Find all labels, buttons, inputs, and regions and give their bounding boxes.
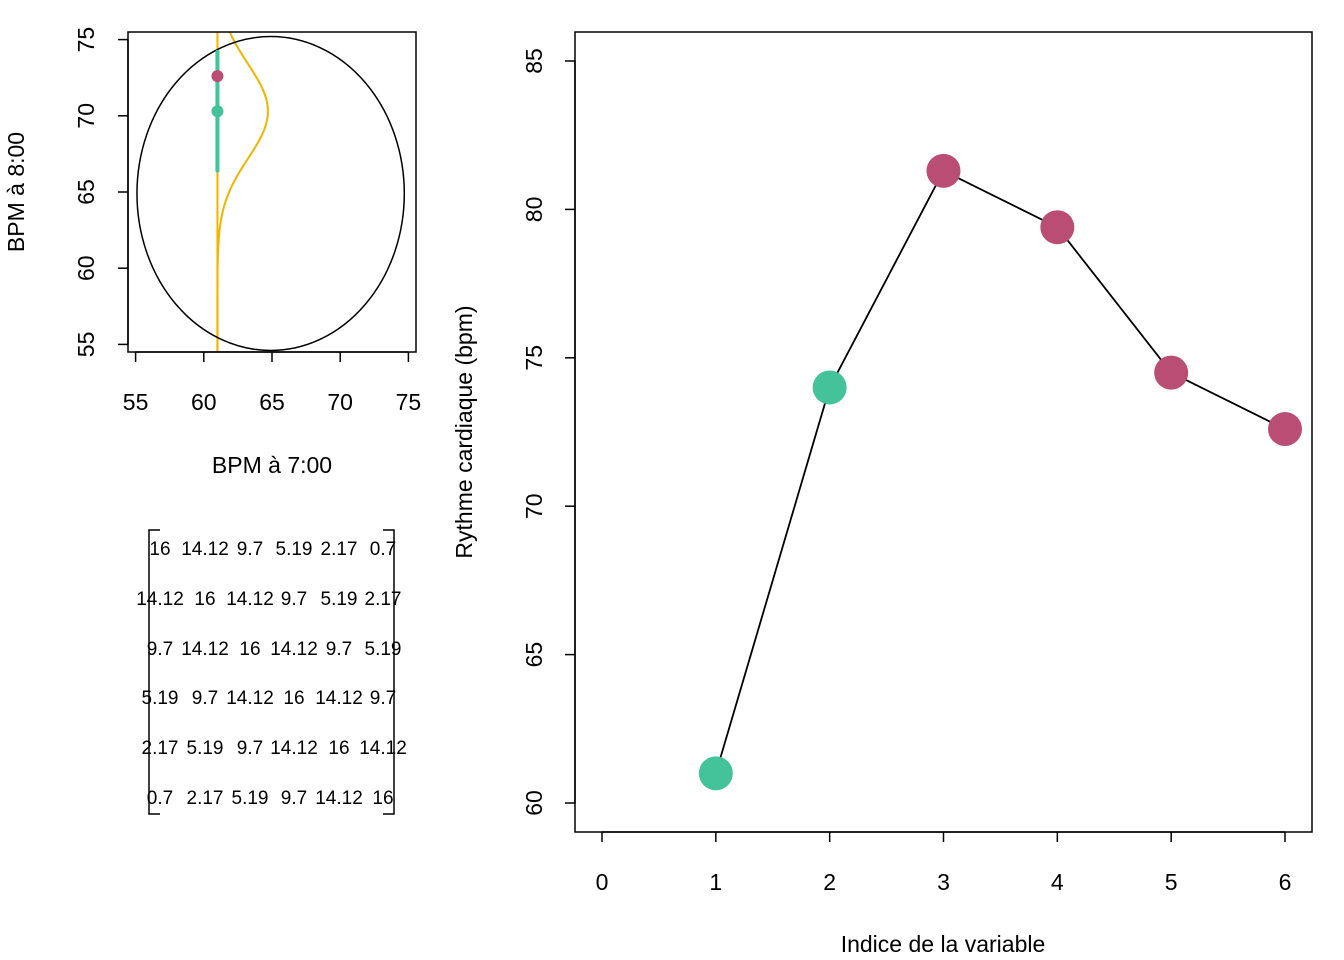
line-x-tick-label: 3: [937, 869, 950, 895]
matrix-cell: 5.19: [232, 788, 269, 809]
matrix-cell: 16: [372, 788, 393, 809]
line-y-tick-label: 75: [521, 345, 547, 371]
matrix-cell: 14.12: [136, 589, 184, 610]
line-y-tick-label: 65: [521, 642, 547, 668]
scatter-y-axis-title: BPM à 8:00: [3, 132, 29, 252]
matrix-cell: 9.7: [281, 788, 307, 809]
scatter-y-tick-label: 65: [73, 179, 99, 205]
scatter-y-tick-label: 55: [73, 332, 99, 358]
scatter-y-tick-label: 75: [73, 27, 99, 53]
matrix-cell: 5.19: [321, 589, 358, 610]
scatter-y-tick-label: 70: [73, 103, 99, 129]
line-x-tick-label: 2: [823, 869, 836, 895]
line-x-tick-label: 0: [596, 869, 609, 895]
scatter-marks: [136, 35, 406, 352]
observed-point: [211, 70, 224, 83]
line-x-axis: 0 1 2 3 4 5 6: [596, 831, 1292, 895]
matrix-cell: 14.12: [226, 589, 274, 610]
matrix-cell: 16: [328, 738, 349, 759]
data-point-predicted: [926, 153, 961, 188]
matrix-cell: 14.12: [270, 738, 318, 759]
line-x-axis-title: Indice de la variable: [841, 931, 1046, 957]
line-y-tick-label: 70: [521, 493, 547, 519]
matrix-cell: 5.19: [142, 688, 179, 709]
series-line: [714, 169, 1286, 774]
line-y-tick-label: 60: [521, 790, 547, 816]
scatter-x-axis-title: BPM à 7:00: [212, 452, 332, 478]
matrix-cell: 5.19: [187, 738, 224, 759]
data-point-predicted: [1154, 355, 1189, 390]
matrix-cell: 14.12: [181, 539, 229, 560]
line-panel: 0 1 2 3 4 5 6 60 65 70 75 80 85 Indice de la variab…: [451, 31, 1313, 957]
matrix-cell: 0.7: [147, 788, 173, 809]
matrix-cell: 2.17: [187, 788, 224, 809]
matrix-cell: 16: [283, 688, 304, 709]
matrix-cell: 5.19: [276, 539, 313, 560]
scatter-x-tick-label: 65: [259, 389, 285, 415]
matrix-cell: 0.7: [370, 539, 396, 560]
predicted-point: [211, 105, 224, 118]
matrix-cell: 14.12: [226, 688, 274, 709]
data-point-observed: [698, 756, 733, 791]
data-point-predicted: [1268, 412, 1302, 447]
matrix-cell: 5.19: [365, 639, 402, 660]
line-marks: [698, 153, 1302, 791]
scatter-panel: 55 60 65 70 75 55 60 65 70 75 BPM à 7:00 BPM à 8…: [3, 27, 422, 478]
matrix-cell: 14.12: [315, 788, 363, 809]
matrix-cells: 16 14.12 9.7 5.19 2.17 0.7 14.12 16 14.12 9.7 5.19…: [136, 539, 407, 809]
matrix-cell: 2.17: [321, 539, 358, 560]
matrix-cell: 14.12: [181, 639, 229, 660]
scatter-y-tick-label: 60: [73, 255, 99, 281]
confidence-ellipse: [136, 35, 406, 352]
line-plot-frame: [574, 31, 1313, 833]
scatter-x-tick-label: 60: [191, 389, 217, 415]
line-x-tick-label: 5: [1165, 869, 1178, 895]
matrix-cell: 9.7: [192, 688, 218, 709]
matrix-cell: 9.7: [281, 589, 307, 610]
matrix-cell: 2.17: [142, 738, 179, 759]
matrix-cell: 14.12: [359, 738, 407, 759]
matrix-cell: 9.7: [237, 539, 263, 560]
matrix-cell: 14.12: [315, 688, 363, 709]
line-y-tick-label: 85: [521, 48, 547, 74]
scatter-x-tick-label: 75: [396, 389, 422, 415]
scatter-plot-frame: [127, 31, 417, 353]
data-point-predicted: [1040, 210, 1075, 245]
line-y-axis-title: Rythme cardiaque (bpm): [451, 305, 477, 558]
scatter-x-axis: 55 60 65 70 75: [123, 351, 422, 415]
data-point-observed: [812, 370, 847, 405]
scatter-x-tick-label: 70: [327, 389, 353, 415]
matrix-cell: 2.17: [365, 589, 402, 610]
covariance-matrix: 16 14.12 9.7 5.19 2.17 0.7 14.12 16 14.12 9.7 5.19…: [136, 529, 407, 815]
matrix-cell: 16: [194, 589, 215, 610]
line-x-tick-label: 6: [1279, 869, 1292, 895]
matrix-cell: 9.7: [370, 688, 396, 709]
matrix-cell: 9.7: [326, 639, 352, 660]
conditional-density-curve: [216, 32, 269, 352]
matrix-cell: 16: [239, 639, 260, 660]
density-layer: [216, 32, 269, 352]
matrix-left-bracket: [148, 529, 160, 815]
matrix-cell: 14.12: [270, 639, 318, 660]
matrix-cell: 9.7: [237, 738, 263, 759]
scatter-x-tick-label: 55: [123, 389, 149, 415]
line-y-tick-label: 80: [521, 197, 547, 223]
matrix-cell: 9.7: [147, 639, 173, 660]
scatter-y-axis: 55 60 65 70 75: [73, 27, 129, 358]
line-x-tick-label: 1: [709, 869, 722, 895]
matrix-right-bracket: [383, 529, 395, 815]
line-y-axis: 60 65 70 75 80 85: [521, 48, 576, 816]
line-x-tick-label: 4: [1051, 869, 1064, 895]
matrix-cell: 16: [149, 539, 170, 560]
